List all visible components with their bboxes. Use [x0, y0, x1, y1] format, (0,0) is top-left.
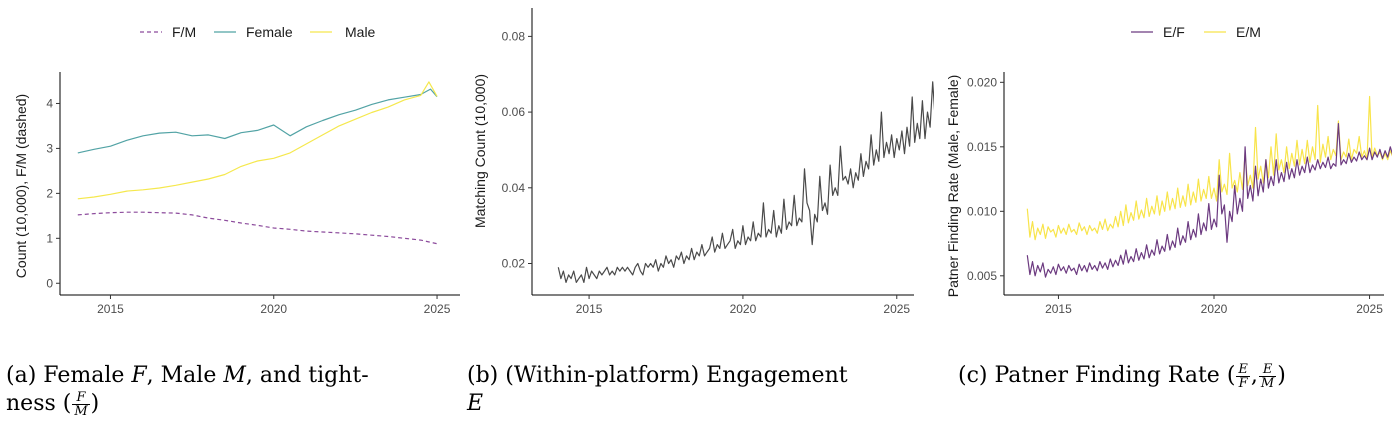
caption-c-den1: F	[1238, 375, 1248, 391]
caption-c-comma: ,	[1250, 363, 1258, 388]
caption-a-close: )	[90, 391, 100, 416]
series-line-f-m	[77, 211, 438, 245]
caption-a-f: F	[131, 363, 147, 388]
caption-a-mid2: , and tight-	[245, 363, 369, 388]
caption-b-text: (b) (Within-platform) Engagement	[467, 363, 848, 388]
legend-ef-label: E/F	[1163, 24, 1185, 40]
y-tick-label: 0.02	[502, 257, 526, 271]
legend-em-label: E/M	[1236, 24, 1261, 40]
caption-c-num2: E	[1258, 363, 1277, 377]
y-axis-title: Matching Count (10,000)	[472, 74, 488, 228]
x-tick-label: 2025	[424, 302, 451, 316]
x-tick-label: 2015	[1045, 302, 1072, 316]
caption-a-prefix: (a) Female	[6, 363, 132, 388]
caption-c-den2: M	[1260, 375, 1275, 391]
x-tick-label: 2020	[260, 302, 287, 316]
caption-c-num1: E	[1236, 361, 1250, 377]
caption-a-line2: ness (	[6, 391, 72, 416]
y-tick-label: 0.08	[502, 29, 526, 43]
plot-layer: 2015 2020 2025 0.02 0.04 0.06 0.08	[502, 29, 934, 316]
series-line-engagement	[557, 81, 934, 283]
y-tick-label: 3	[46, 141, 53, 155]
series-line-male	[77, 81, 438, 200]
series-line-e-f	[1026, 122, 1392, 278]
plot-layer: 2015 2020 2025 0.005 0.010 0.015 0.020	[967, 75, 1392, 316]
y-tick-label: 0.015	[967, 140, 997, 154]
y-tick-label: 2	[46, 186, 53, 200]
caption-c-close: )	[1277, 363, 1286, 388]
x-tick-label: 2025	[883, 302, 910, 316]
y-axis-title: Count (10,000), F/M (dashed)	[13, 94, 29, 278]
y-axis-title: Patner Finding Rate (Male, Female)	[945, 75, 961, 298]
plot-layer: 2015 2020 2025 0 1 2 3 4	[46, 81, 451, 316]
chart-a: F/M Female Male Count (10,000), F/M (das…	[13, 24, 460, 316]
x-tick-label: 2015	[576, 302, 603, 316]
x-tick-label: 2020	[730, 302, 757, 316]
chart-b: Matching Count (10,000) 2015 2020 2025 0.02…	[472, 8, 934, 316]
chart-c: E/F E/M Patner Finding Rate (Male, Femal…	[945, 24, 1392, 316]
caption-c-prefix: (c) Patner Finding Rate (	[958, 363, 1236, 388]
legend-female-label: Female	[246, 24, 293, 40]
chart-a-legend: F/M Female Male	[140, 24, 376, 40]
caption-a-m: M	[223, 363, 246, 388]
y-tick-label: 0.010	[967, 204, 997, 218]
x-tick-label: 2015	[97, 302, 124, 316]
caption-a-num: F	[72, 391, 90, 405]
y-tick-label: 4	[46, 96, 53, 110]
chart-c-legend: E/F E/M	[1131, 24, 1261, 40]
caption-a-den: M	[74, 403, 88, 419]
series-line-e-m	[1026, 95, 1392, 241]
caption-b: (b) (Within-platform) Engagement E	[467, 362, 848, 418]
y-tick-label: 0	[46, 276, 53, 290]
caption-c: (c) Patner Finding Rate (E F, E M)	[958, 362, 1286, 390]
caption-b-e: E	[467, 391, 484, 416]
y-tick-label: 1	[46, 231, 53, 245]
y-tick-label: 0.06	[502, 105, 526, 119]
y-tick-label: 0.04	[502, 181, 526, 195]
x-tick-label: 2020	[1201, 302, 1228, 316]
caption-a-mid1: , Male	[146, 363, 224, 388]
x-tick-label: 2025	[1356, 302, 1383, 316]
y-tick-label: 0.020	[967, 75, 997, 89]
legend-male-label: Male	[345, 24, 376, 40]
legend-fm-label: F/M	[172, 24, 196, 40]
y-tick-label: 0.005	[967, 269, 997, 283]
caption-a: (a) Female F, Male M, and tight- ness (F…	[6, 362, 369, 418]
series-line-female	[77, 88, 438, 154]
